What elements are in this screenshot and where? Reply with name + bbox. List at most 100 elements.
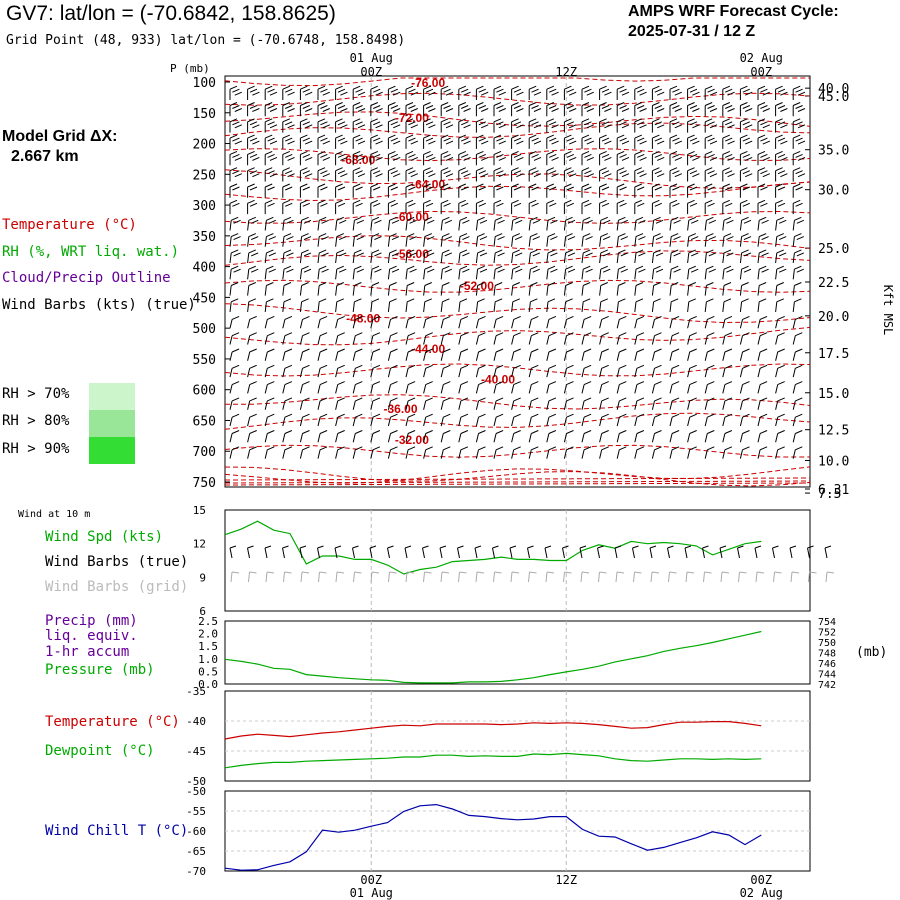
wind-barb: [352, 315, 363, 329]
wind-barb: [282, 167, 295, 182]
wind10-barb-grid: [808, 571, 817, 583]
wind-barb: [634, 430, 645, 443]
isotherm-label: -76.00: [411, 76, 445, 90]
temp-frame: [224, 690, 811, 782]
wind-barb: [247, 298, 256, 312]
wind-barb: [546, 397, 557, 410]
wind-barb: [493, 332, 504, 345]
wind-barb: [247, 446, 257, 459]
wind-barb: [687, 315, 697, 329]
wind10-barb-true: [439, 545, 447, 559]
wind-barb: [528, 102, 542, 117]
wind-barb: [458, 118, 471, 133]
wind-barb: [757, 102, 770, 117]
wind-barb: [687, 348, 697, 361]
wind-barb: [599, 199, 610, 215]
wind-barb: [704, 332, 715, 345]
wind-barb: [335, 381, 345, 394]
wind-barb: [475, 397, 486, 410]
wind-barb: [704, 446, 715, 459]
wind-barb: [387, 118, 401, 133]
wind-barb: [634, 249, 646, 264]
wind-barb: [616, 102, 630, 117]
wind-barb: [299, 282, 309, 296]
legend-rh90: RH > 90%: [2, 441, 70, 457]
wind-barb: [563, 430, 574, 443]
wind-barb: [317, 348, 328, 361]
wind-barb: [757, 216, 769, 231]
wind-barb: [352, 397, 363, 410]
wind-barb: [458, 183, 469, 198]
wind-barb: [704, 183, 715, 198]
wind-barb: [599, 430, 609, 443]
isotherm-label: -40.00: [481, 373, 515, 387]
wind-barb: [687, 430, 697, 443]
wind10-tick-label: 15: [193, 504, 206, 517]
wind-barb: [669, 102, 682, 117]
wind10-barb-grid: [720, 571, 730, 583]
wind-barb: [299, 102, 313, 117]
wind10-barb-grid: [825, 571, 835, 583]
wind-barb: [704, 85, 718, 100]
wind-barb: [282, 282, 292, 296]
time-date-label: 02 Aug: [740, 51, 783, 65]
kft-tick-label: 10.0: [818, 454, 849, 469]
wind-barb: [775, 298, 784, 312]
wind-barb: [704, 167, 718, 182]
wind-barb: [739, 332, 750, 345]
wind-barb: [493, 249, 505, 264]
wind-barb: [423, 298, 432, 312]
wind-barb: [616, 446, 627, 459]
wind-barb: [247, 282, 256, 296]
wind-barb: [458, 167, 471, 182]
wind-barb: [511, 315, 521, 329]
kft-tick-label: 7.5: [818, 487, 841, 502]
wind10-barb-true: [334, 545, 342, 559]
wind-barb: [722, 381, 733, 394]
wind-barb: [722, 397, 733, 410]
wind10-barb-grid: [475, 571, 485, 583]
wind-barb: [458, 332, 469, 345]
wind-barb: [387, 150, 401, 166]
wind-barb: [581, 134, 594, 149]
wind-barb: [757, 183, 768, 198]
wind-barb: [581, 183, 592, 198]
wind-barb: [511, 85, 524, 100]
precip-tick-label: 1.5: [198, 640, 218, 653]
wind-barb: [493, 118, 506, 133]
wind-barb: [370, 85, 383, 100]
wind-barb: [387, 413, 398, 427]
wind-barb: [282, 265, 294, 280]
wind-barb: [722, 364, 733, 378]
wind-barb: [247, 397, 257, 410]
wind-barb: [352, 413, 363, 427]
wind-barb: [475, 199, 486, 215]
wind10-barb-grid: [388, 571, 397, 583]
wind-barb: [247, 199, 258, 215]
wind-barb: [264, 381, 275, 394]
wind-barb: [546, 134, 559, 149]
wind-barb: [563, 134, 577, 149]
wind-barb: [352, 298, 362, 312]
wind-barb: [687, 102, 700, 117]
wind-barb: [563, 118, 577, 133]
wind-barb: [616, 233, 628, 247]
wind-barb: [317, 265, 329, 280]
wind-barb: [599, 85, 612, 100]
wind-barb: [634, 183, 645, 198]
legend-temperature-2: Temperature (°C): [45, 714, 180, 730]
wind-barb: [651, 102, 665, 117]
wind-barb: [546, 381, 557, 394]
wind-barb: [704, 134, 718, 149]
wind-barb: [704, 233, 716, 247]
wind-barb: [335, 298, 344, 312]
wind-barb: [370, 397, 381, 410]
legend-wind-barbs-true: Wind Barbs (true): [45, 554, 189, 570]
wind-barb: [423, 348, 433, 361]
wind-barb: [370, 364, 381, 378]
wind-barb: [651, 332, 662, 345]
wind-barb: [651, 315, 662, 329]
wind-barb: [264, 265, 276, 280]
wind-barb: [475, 381, 486, 394]
isotherm-label: -72.00: [395, 111, 429, 125]
